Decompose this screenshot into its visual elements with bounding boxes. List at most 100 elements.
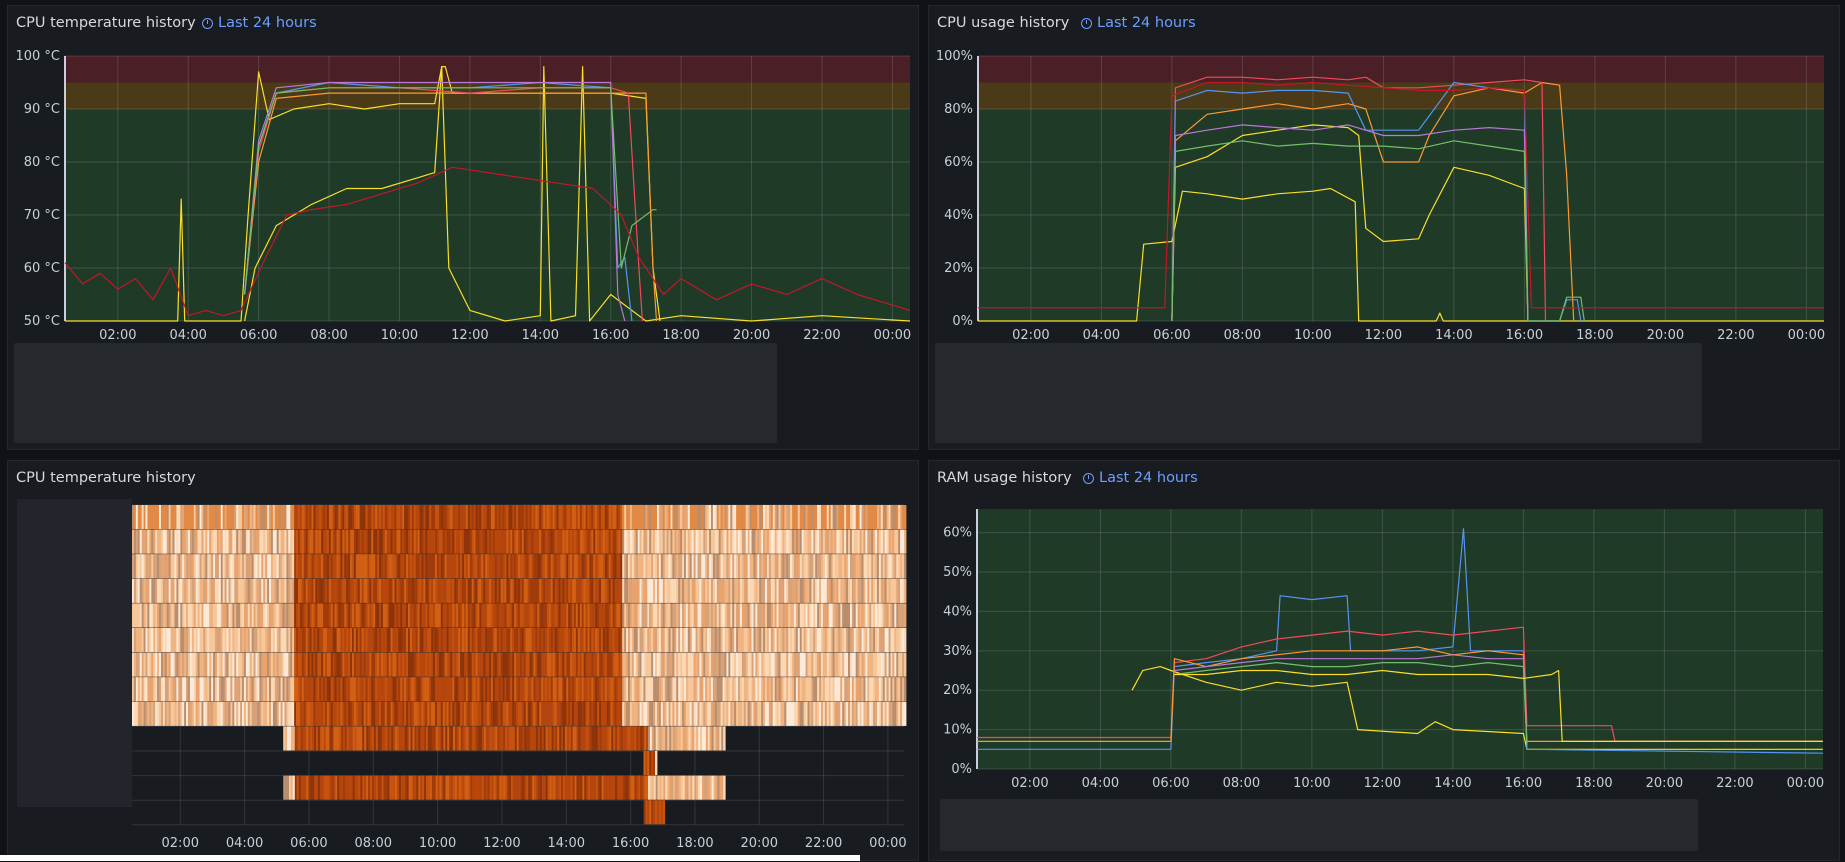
heatmap-cell <box>747 677 751 702</box>
heatmap-cell <box>516 529 519 554</box>
heatmap-cell <box>795 578 799 603</box>
heatmap-cell <box>491 628 494 653</box>
heatmap-cell <box>722 701 725 726</box>
heatmap-cell <box>340 628 343 653</box>
heatmap-cell <box>313 677 316 702</box>
heatmap-cell <box>581 603 585 628</box>
heatmap-cell <box>606 578 610 603</box>
heatmap-cell <box>900 652 903 677</box>
heatmap-cell <box>178 529 181 554</box>
heatmap-cell <box>817 652 820 677</box>
heatmap-cell <box>346 554 349 579</box>
heatmap-cell <box>543 505 546 530</box>
heatmap-cell <box>601 677 604 702</box>
cpu-usage-chart[interactable]: 100%80%60%40%20%0%02:00 04:00 06:00 08:00 10… <box>929 42 1839 342</box>
heatmap-cell <box>492 677 496 702</box>
heatmap-cell <box>213 578 216 603</box>
heatmap-cell <box>560 505 563 530</box>
heatmap-cell <box>319 628 322 653</box>
heatmap-cell <box>189 677 193 702</box>
heatmap-cell <box>399 775 402 800</box>
heatmap-cell <box>543 603 546 628</box>
heatmap-cell <box>792 628 795 653</box>
heatmap-cell <box>411 554 415 579</box>
heatmap-cell <box>247 652 251 677</box>
heatmap-cell <box>384 701 388 726</box>
heatmap-cell <box>803 677 806 702</box>
heatmap-cell <box>271 554 274 579</box>
heatmap-cell <box>680 554 683 579</box>
heatmap-cell <box>176 505 179 530</box>
heatmap-cell <box>658 628 662 653</box>
heatmap-cell <box>622 726 626 751</box>
heatmap-cell <box>784 701 787 726</box>
heatmap-cell <box>473 677 476 702</box>
heatmap-cell <box>590 775 593 800</box>
heatmap-cell <box>655 800 658 825</box>
heatmap-cell <box>545 578 548 603</box>
heatmap-cell <box>203 554 206 579</box>
ram-usage-chart[interactable]: 60%50%40%30%20%10%0%02:00 04:00 06:00 08:00… <box>929 497 1839 802</box>
heatmap-cell <box>550 677 554 702</box>
heatmap-cell <box>330 603 334 628</box>
heatmap-cell <box>164 554 168 579</box>
heatmap-cell <box>882 505 886 530</box>
heatmap-cell <box>145 554 148 579</box>
heatmap-cell <box>485 775 489 800</box>
heatmap-cell <box>409 701 413 726</box>
heatmap-cell <box>400 603 403 628</box>
heatmap-cell <box>482 726 485 751</box>
heatmap-cell <box>411 628 415 653</box>
heatmap-cell <box>215 652 218 677</box>
heatmap-cell <box>664 677 668 702</box>
heatmap-cell <box>809 505 812 530</box>
heatmap-cell <box>315 578 318 603</box>
heatmap-cell <box>357 628 361 653</box>
heatmap-cell <box>685 529 689 554</box>
time-range-link[interactable]: Last 24 hours <box>1081 15 1196 31</box>
heatmap-cell <box>492 554 496 579</box>
heatmap-cell <box>242 677 245 702</box>
heatmap-cell <box>696 726 699 751</box>
heatmap-cell <box>653 726 657 751</box>
heatmap-cell <box>319 726 323 751</box>
heatmap-cell <box>435 529 438 554</box>
heatmap-cell <box>555 775 558 800</box>
heatmap-cell <box>902 578 905 603</box>
heatmap-cell <box>768 554 772 579</box>
heatmap-cell <box>749 677 752 702</box>
heatmap-cell <box>788 529 791 554</box>
heatmap-cell <box>688 726 691 751</box>
time-range-link[interactable]: Last 24 hours <box>202 15 317 31</box>
heatmap-cell <box>516 701 519 726</box>
heatmap-cell <box>821 628 824 653</box>
heatmap-cell <box>824 578 828 603</box>
heatmap-cell <box>629 603 633 628</box>
heatmap-cell <box>278 505 282 530</box>
heatmap-cell <box>562 652 565 677</box>
heatmap-cell <box>695 554 698 579</box>
cpu-temp-heatmap[interactable]: 02:00 04:00 06:00 08:00 10:00 12:00 14:00 16:00… <box>8 497 918 862</box>
heatmap-cell <box>595 505 598 530</box>
heatmap-cell <box>257 505 260 530</box>
heatmap-cell <box>325 554 328 579</box>
heatmap-cell <box>684 554 687 579</box>
heatmap-cell <box>348 529 351 554</box>
heatmap-cell <box>698 775 701 800</box>
horizontal-scrollbar[interactable] <box>0 855 860 861</box>
cpu-temp-chart[interactable]: 100 °C90 °C80 °C70 °C60 °C50 °C02:00 04:0… <box>8 42 918 342</box>
heatmap-cell <box>153 554 156 579</box>
heatmap-cell <box>435 578 438 603</box>
heatmap-cell <box>552 628 556 653</box>
heatmap-cell <box>394 505 397 530</box>
heatmap-cell <box>703 603 706 628</box>
heatmap-cell <box>819 578 822 603</box>
heatmap-cell <box>193 554 197 579</box>
heatmap-cell <box>826 603 830 628</box>
heatmap-cell <box>543 578 546 603</box>
time-range-link[interactable]: Last 24 hours <box>1083 470 1198 486</box>
heatmap-cell <box>508 603 511 628</box>
heatmap-cell <box>570 701 573 726</box>
heatmap-cell <box>406 578 409 603</box>
heatmap-cell <box>427 775 431 800</box>
